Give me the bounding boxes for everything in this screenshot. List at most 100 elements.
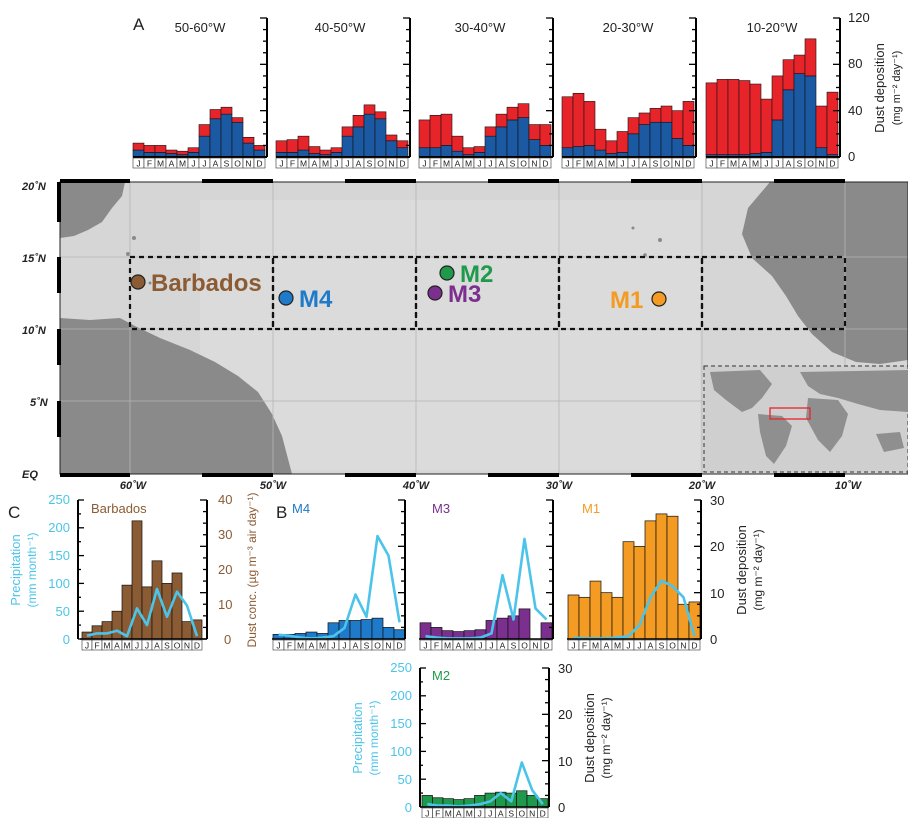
- bar-north-african-2-3: [451, 135, 464, 152]
- bar-north-african-4-3: [738, 80, 751, 155]
- bar-south-american-1-9: [374, 118, 387, 158]
- bar-7-9: [518, 608, 531, 640]
- bar-north-african-1-8: [363, 104, 376, 115]
- bar-south-american-0-10: [242, 142, 255, 158]
- panel-a-right-tick-40: 40: [848, 103, 862, 118]
- panel-c-conc-tick-40: 40: [218, 492, 232, 507]
- month-cell: [393, 639, 406, 651]
- inset-south-america: [758, 414, 792, 464]
- panel-b-chart-m2: 0 50 100 150 200 250 Precipitation (mm m…: [350, 660, 613, 818]
- month-label: A: [114, 641, 120, 651]
- bar-north-african-3-7: [638, 112, 651, 125]
- month-label: J: [571, 641, 575, 651]
- panel-c-precip-tick-200: 200: [48, 520, 70, 535]
- month-label: A: [353, 641, 359, 651]
- month-cell: [253, 157, 266, 169]
- bar-8-7: [644, 520, 657, 640]
- bar-north-african-2-6: [484, 126, 497, 137]
- month-label: N: [818, 159, 824, 169]
- bar-south-american-0-9: [231, 121, 244, 158]
- month-label: J: [631, 159, 635, 169]
- map-land-central-america: [60, 182, 125, 238]
- panel-b-m2-dep-tick-30: 30: [558, 661, 572, 676]
- month-label: M: [322, 159, 329, 169]
- bar-north-african-3-8: [649, 108, 662, 123]
- lat-label-eq: EQ: [22, 469, 38, 481]
- panel-b-m2-precip-tick-100: 100: [390, 744, 412, 759]
- panel-c-precip-line: [86, 587, 199, 638]
- month-label: A: [312, 159, 318, 169]
- panel-a-ticks-4: [689, 17, 696, 158]
- panel-a-bars-3: [418, 103, 552, 158]
- month-label: N: [674, 159, 680, 169]
- bar-south-american-4-7: [782, 89, 795, 158]
- bar-north-african-1-9: [374, 111, 387, 120]
- month-cell: [688, 639, 701, 651]
- panel-b-m3-bars: [419, 608, 553, 640]
- bar-north-african-4-10: [815, 105, 828, 149]
- map-island-2: [126, 252, 130, 256]
- bar-south-american-2-11: [539, 145, 552, 158]
- panel-b-m1-right-ticks: [694, 499, 701, 640]
- map-site-m4: M4: [278, 286, 333, 313]
- panel-a-title-2: 40-50°W: [315, 20, 366, 35]
- panel-b-dep-tick-30: 30: [710, 493, 724, 508]
- map-lon-labels: 60˚W 50˚W 40˚W 30˚W 20˚W 10˚W: [120, 480, 863, 492]
- panel-b-m2-precip-tick-200: 200: [390, 688, 412, 703]
- bar-north-african-1-11: [396, 140, 409, 149]
- bar-south-american-3-10: [671, 138, 684, 158]
- map-site-m3: M3: [427, 281, 481, 308]
- bar-north-african-0-9: [231, 117, 244, 123]
- panel-a-title-1: 50-60°W: [175, 20, 226, 35]
- panel-b-m4-right-ticks: [398, 499, 405, 640]
- bar-north-african-2-2: [440, 113, 453, 146]
- month-label: J: [279, 159, 283, 169]
- bar-north-african-4-0: [705, 82, 718, 155]
- bar-8-9: [666, 515, 679, 640]
- bar-north-african-1-0: [275, 140, 288, 153]
- panel-b-m2-precip-label: Precipitation: [350, 702, 365, 774]
- bar-south-american-1-11: [396, 147, 409, 158]
- panel-c-conc-label: Dust conc. (µg m⁻³ air day⁻¹): [245, 493, 259, 648]
- month-label: J: [478, 641, 482, 651]
- panel-b-m2-dep-label: Dust deposition: [582, 693, 597, 783]
- bar-north-african-2-4: [462, 147, 475, 155]
- month-label: F: [147, 159, 152, 169]
- precip-line-5: [86, 587, 199, 638]
- bar-south-american-2-0: [418, 147, 431, 158]
- month-label: F: [720, 159, 725, 169]
- month-label: F: [582, 641, 587, 651]
- bar-south-american-0-11: [253, 149, 266, 158]
- month-label: S: [508, 809, 514, 818]
- bar-south-american-2-9: [517, 117, 530, 158]
- month-label: M: [608, 159, 615, 169]
- month-label: J: [334, 159, 338, 169]
- panel-b-dep-tick-0: 0: [710, 632, 717, 647]
- site-marker-m1: [651, 291, 667, 307]
- month-label: N: [531, 159, 537, 169]
- panel-a-title-3: 30-40°W: [455, 20, 506, 35]
- bar-south-american-0-8: [220, 113, 233, 158]
- bar-north-african-3-2: [583, 101, 596, 146]
- bar-north-african-3-3: [594, 128, 607, 151]
- bar-north-african-0-6: [198, 124, 211, 137]
- panel-a-right-axis-label: Dust deposition: [872, 43, 887, 133]
- month-label: J: [331, 641, 335, 651]
- month-label: J: [276, 641, 280, 651]
- month-label: J: [422, 159, 426, 169]
- precip-line-9: [427, 761, 544, 808]
- month-label: J: [145, 641, 149, 651]
- month-label: M: [730, 159, 737, 169]
- bar-north-african-1-6: [341, 126, 354, 137]
- panel-c-precip-unit: (mm month⁻¹): [25, 532, 39, 607]
- map-site-barbados: Barbados: [130, 270, 262, 297]
- bar-north-african-0-10: [242, 137, 255, 144]
- bar-south-american-4-8: [793, 73, 806, 158]
- bar-south-american-0-7: [209, 118, 222, 158]
